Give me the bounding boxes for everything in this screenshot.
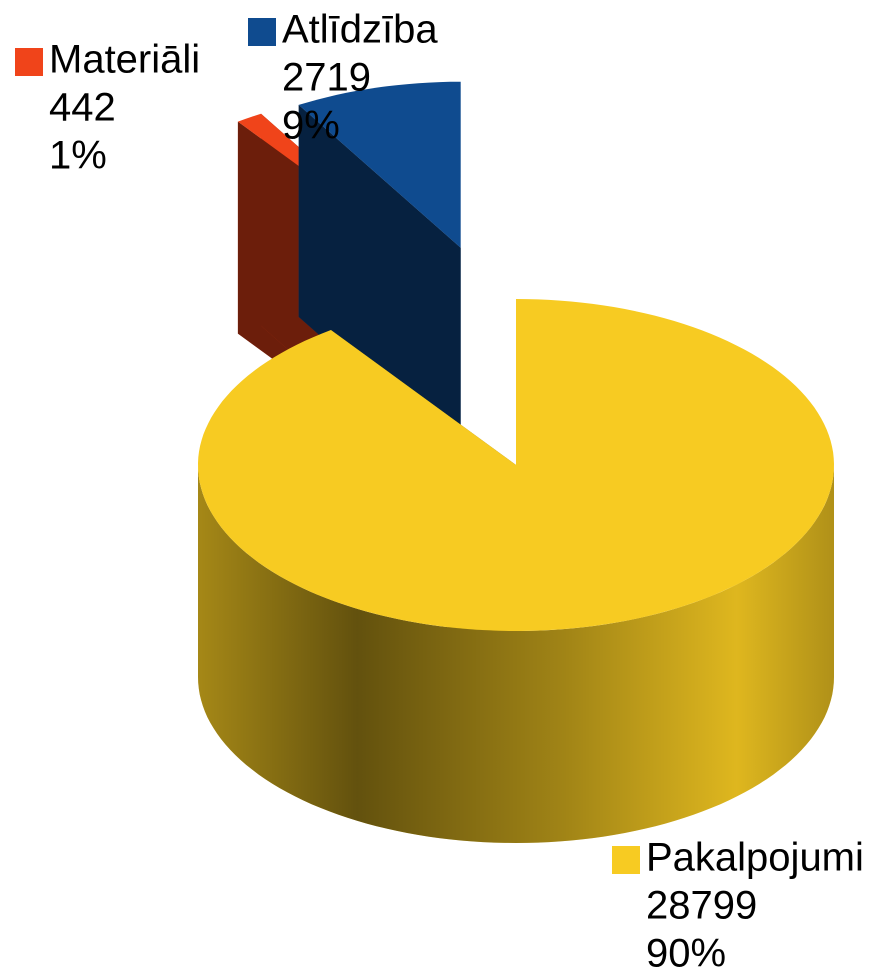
slice [198,299,834,631]
label-name: Materiāli [49,38,200,82]
label-name: Atlīdzība [282,8,438,52]
label-value: 28799 [646,884,757,928]
label-value: 442 [49,86,116,130]
label-value: 2719 [282,56,371,100]
slice-wall-shade [298,104,461,460]
legend-swatch [248,18,276,46]
pie [198,81,834,843]
legend-swatch [15,48,43,76]
legend-swatch [612,846,640,874]
label-percent: 1% [49,134,107,178]
label-percent: 90% [646,932,726,973]
slice-side-shade [198,465,834,843]
slice [298,81,461,248]
label-name: Pakalpojumi [646,836,864,880]
label-percent: 9% [282,104,340,148]
